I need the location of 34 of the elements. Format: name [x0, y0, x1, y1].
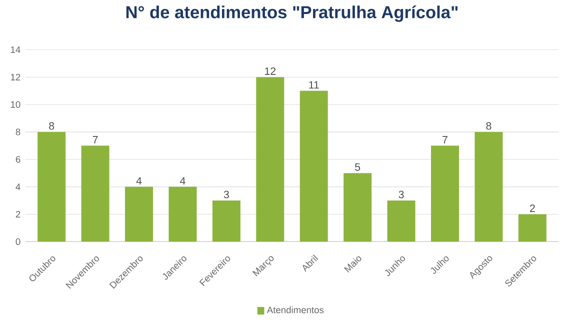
bar: [168, 186, 197, 242]
data-label: 3: [224, 190, 229, 198]
data-label: 4: [180, 177, 186, 185]
bar: [38, 132, 66, 242]
bar: [212, 200, 240, 242]
y-tick-label: 14: [10, 46, 20, 53]
data-label: 4: [136, 177, 142, 185]
chart-title: N° de atendimentos "Pratrulha Agrícola": [126, 5, 458, 22]
y-tick-label: 6: [16, 156, 20, 163]
data-label: 7: [92, 136, 98, 144]
y-tick-label: 0: [16, 238, 20, 245]
bar: [431, 146, 460, 242]
y-tick-label: 4: [16, 184, 20, 190]
data-label: 7: [442, 136, 448, 144]
bar: [474, 132, 503, 242]
y-tick-label: 8: [16, 128, 20, 136]
bar: [256, 77, 284, 242]
bar: [300, 90, 328, 242]
y-tick-label: 2: [16, 210, 20, 218]
legend-label: Atendimentos: [266, 306, 324, 314]
bar: [518, 214, 546, 242]
data-label: 5: [355, 163, 360, 171]
data-label: 11: [309, 81, 319, 89]
data-label: 8: [49, 122, 54, 130]
data-label: 2: [530, 204, 535, 212]
bar: [81, 146, 110, 242]
bar: [387, 200, 416, 242]
data-label: 8: [486, 122, 492, 130]
data-label: 3: [398, 190, 404, 198]
y-tick-label: 10: [10, 101, 20, 108]
y-tick-label: 12: [10, 74, 20, 80]
data-label: 12: [265, 67, 276, 75]
bar: [344, 173, 372, 242]
bar: [125, 186, 153, 242]
